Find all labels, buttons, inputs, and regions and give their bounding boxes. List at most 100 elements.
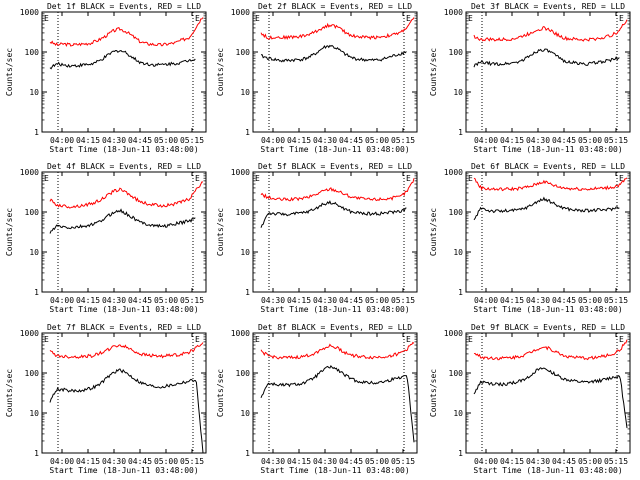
series-line-lld-red	[49, 17, 204, 48]
x-tick-label: 04:00	[50, 296, 74, 305]
x-tick-label: 04:00	[474, 457, 498, 466]
interval-marker-label: E	[255, 174, 260, 183]
y-axis-label: Counts/sec	[216, 48, 225, 96]
x-tick-label: 04:00	[50, 136, 74, 145]
x-tick-label: 04:00	[261, 136, 285, 145]
y-tick-label: 100	[236, 369, 251, 378]
chart-panel-9: Det 9f BLACK = Events, RED = LLD Counts/s…	[429, 323, 631, 475]
y-tick-label: 1000	[20, 168, 39, 177]
y-tick-label: 100	[236, 208, 251, 217]
x-axis-label: Start Time (18-Jun-11 03:48:00)	[49, 305, 198, 314]
x-tick-label: 05:15	[391, 296, 415, 305]
plot-frame	[465, 171, 631, 293]
chart-panel-6: Det 6f BLACK = Events, RED = LLD Counts/s…	[429, 162, 631, 314]
x-tick-label: 04:30	[526, 296, 550, 305]
y-tick-label: 1	[34, 449, 39, 458]
x-axis-label: Start Time (18-Jun-11 03:48:00)	[49, 145, 198, 154]
plot-frame	[252, 171, 418, 293]
y-tick-label: 1	[245, 288, 250, 297]
interval-marker-label: E	[195, 14, 200, 23]
series-line-events-black	[473, 48, 620, 68]
chart-title: Det 9f BLACK = Events, RED = LLD	[471, 323, 625, 332]
y-tick-label: 1000	[231, 8, 250, 17]
x-tick-label: 05:00	[578, 136, 602, 145]
x-tick-label: 04:30	[102, 457, 126, 466]
y-tick-label: 100	[236, 48, 251, 57]
y-tick-label: 1	[34, 288, 39, 297]
y-tick-label: 1	[458, 128, 463, 137]
y-tick-label: 1000	[20, 8, 39, 17]
y-axis-label: Counts/sec	[429, 369, 438, 417]
x-tick-label: 04:30	[102, 296, 126, 305]
y-tick-label: 10	[240, 248, 250, 257]
interval-marker-label: E	[195, 335, 200, 344]
plot-frame	[41, 332, 207, 454]
interval-marker-label: E	[468, 174, 473, 183]
series-line-events-black	[473, 367, 628, 429]
x-tick-label: 04:30	[261, 296, 285, 305]
x-tick-label: 04:30	[526, 136, 550, 145]
x-tick-label: 04:45	[128, 457, 152, 466]
x-tick-label: 04:30	[526, 457, 550, 466]
x-tick-label: 04:15	[500, 296, 524, 305]
chart-title: Det 4f BLACK = Events, RED = LLD	[47, 162, 201, 171]
interval-marker-label: E	[44, 174, 49, 183]
y-tick-label: 1000	[231, 168, 250, 177]
chart-title: Det 1f BLACK = Events, RED = LLD	[47, 2, 201, 11]
series-line-lld-red	[49, 342, 204, 359]
series-line-lld-red	[260, 17, 415, 41]
chart-panel-2: Det 2f BLACK = Events, RED = LLD Counts/s…	[216, 2, 418, 154]
x-tick-label: 05:15	[180, 457, 204, 466]
interval-marker-label: E	[44, 14, 49, 23]
chart-title: Det 7f BLACK = Events, RED = LLD	[47, 323, 201, 332]
x-tick-label: 05:00	[154, 457, 178, 466]
chart-panel-5: Det 5f BLACK = Events, RED = LLD Counts/s…	[216, 162, 418, 314]
x-tick-label: 04:45	[339, 136, 363, 145]
x-axis-label: Start Time (18-Jun-11 03:48:00)	[473, 145, 622, 154]
x-tick-label: 04:30	[102, 136, 126, 145]
interval-marker-label: E	[619, 174, 624, 183]
x-tick-label: 04:30	[261, 457, 285, 466]
x-tick-label: 05:00	[154, 296, 178, 305]
x-tick-label: 04:30	[313, 136, 337, 145]
x-tick-label: 05:00	[365, 136, 389, 145]
series-line-events-black	[473, 196, 620, 221]
chart-title: Det 6f BLACK = Events, RED = LLD	[471, 162, 625, 171]
plot-frame	[252, 332, 418, 454]
chart-panel-8: Det 8f BLACK = Events, RED = LLD Counts/s…	[216, 323, 418, 475]
y-tick-label: 1000	[444, 329, 463, 338]
y-tick-label: 1000	[444, 168, 463, 177]
y-tick-label: 10	[29, 409, 39, 418]
interval-marker-label: E	[619, 14, 624, 23]
x-tick-label: 04:15	[287, 457, 311, 466]
x-tick-label: 05:15	[391, 136, 415, 145]
x-tick-label: 04:00	[50, 457, 74, 466]
y-tick-label: 1	[34, 128, 39, 137]
y-tick-label: 1	[245, 128, 250, 137]
y-tick-label: 100	[449, 208, 464, 217]
series-line-lld-red	[473, 339, 628, 361]
x-tick-label: 05:00	[365, 296, 389, 305]
x-tick-label: 04:30	[313, 296, 337, 305]
x-tick-label: 04:15	[76, 296, 100, 305]
y-tick-label: 100	[25, 48, 40, 57]
chart-title: Det 8f BLACK = Events, RED = LLD	[258, 323, 412, 332]
plot-frame	[465, 332, 631, 454]
y-axis-label: Counts/sec	[429, 48, 438, 96]
interval-marker-label: E	[255, 335, 260, 344]
interval-marker-label: E	[406, 14, 411, 23]
y-tick-label: 1	[458, 288, 463, 297]
y-tick-label: 100	[449, 48, 464, 57]
x-tick-label: 04:15	[287, 296, 311, 305]
x-tick-label: 04:00	[474, 136, 498, 145]
interval-marker-label: E	[468, 14, 473, 23]
x-tick-label: 04:45	[552, 457, 576, 466]
x-tick-label: 04:45	[552, 296, 576, 305]
interval-marker-label: E	[255, 14, 260, 23]
y-axis-label: Counts/sec	[216, 208, 225, 256]
y-tick-label: 1000	[444, 8, 463, 17]
series-line-events-black	[49, 208, 196, 234]
x-tick-label: 05:00	[365, 457, 389, 466]
plot-frame	[252, 11, 418, 133]
